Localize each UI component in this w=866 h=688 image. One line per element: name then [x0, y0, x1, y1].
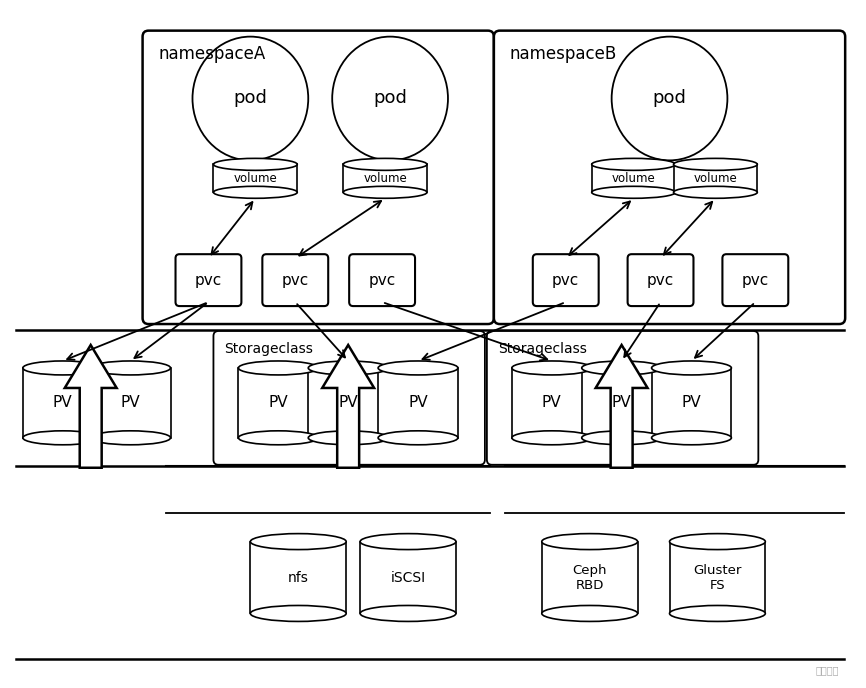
Text: Storageclass: Storageclass [224, 342, 313, 356]
FancyBboxPatch shape [143, 31, 494, 324]
Ellipse shape [308, 431, 388, 445]
Polygon shape [65, 345, 117, 468]
Bar [343, 164, 427, 193]
Polygon shape [322, 345, 374, 468]
Ellipse shape [360, 534, 456, 550]
Ellipse shape [23, 431, 103, 445]
Text: 创新互联: 创新互联 [816, 665, 839, 676]
Text: PV: PV [682, 396, 701, 410]
Text: pvc: pvc [368, 272, 396, 288]
Text: iSCSI: iSCSI [391, 570, 425, 585]
Polygon shape [596, 345, 648, 468]
Ellipse shape [542, 534, 637, 550]
Text: pod: pod [373, 89, 407, 107]
Text: pvc: pvc [741, 272, 769, 288]
Text: pod: pod [653, 89, 687, 107]
Ellipse shape [669, 534, 766, 550]
Ellipse shape [308, 361, 388, 375]
Text: pvc: pvc [195, 272, 222, 288]
Bar [308, 368, 388, 438]
Bar [669, 541, 766, 614]
Ellipse shape [91, 361, 171, 375]
FancyBboxPatch shape [494, 31, 845, 324]
FancyBboxPatch shape [533, 254, 598, 306]
Ellipse shape [238, 361, 318, 375]
Text: PV: PV [53, 396, 73, 410]
Ellipse shape [91, 431, 171, 445]
FancyBboxPatch shape [262, 254, 328, 306]
Ellipse shape [333, 36, 448, 160]
Text: pvc: pvc [281, 272, 309, 288]
Text: PV: PV [408, 396, 428, 410]
Ellipse shape [611, 36, 727, 160]
Bar [91, 368, 171, 438]
Ellipse shape [669, 605, 766, 621]
Text: namespaceB: namespaceB [510, 45, 617, 63]
Bar [512, 368, 591, 438]
FancyBboxPatch shape [176, 254, 242, 306]
Text: Gluster
FS: Gluster FS [694, 563, 741, 592]
Bar [591, 164, 675, 193]
Ellipse shape [591, 186, 675, 198]
Bar [378, 368, 458, 438]
FancyBboxPatch shape [213, 331, 485, 465]
Ellipse shape [213, 186, 297, 198]
Bar [250, 541, 346, 614]
Ellipse shape [343, 186, 427, 198]
Ellipse shape [674, 186, 758, 198]
Ellipse shape [512, 361, 591, 375]
Ellipse shape [582, 431, 662, 445]
Text: Storageclass: Storageclass [498, 342, 587, 356]
Ellipse shape [651, 431, 732, 445]
Text: volume: volume [234, 172, 277, 185]
Text: namespaceA: namespaceA [158, 45, 266, 63]
FancyBboxPatch shape [628, 254, 694, 306]
Ellipse shape [213, 158, 297, 171]
Text: PV: PV [339, 396, 358, 410]
Ellipse shape [674, 158, 758, 171]
Text: volume: volume [694, 172, 737, 185]
FancyBboxPatch shape [722, 254, 788, 306]
Bar [651, 368, 732, 438]
Ellipse shape [378, 431, 458, 445]
Ellipse shape [591, 158, 675, 171]
Ellipse shape [250, 605, 346, 621]
Ellipse shape [542, 605, 637, 621]
Ellipse shape [23, 361, 103, 375]
FancyBboxPatch shape [487, 331, 759, 465]
Text: PV: PV [611, 396, 631, 410]
Ellipse shape [238, 431, 318, 445]
Text: pvc: pvc [553, 272, 579, 288]
Text: PV: PV [268, 396, 288, 410]
Bar [213, 164, 297, 193]
Ellipse shape [512, 431, 591, 445]
Ellipse shape [192, 36, 308, 160]
Bar [542, 541, 637, 614]
Bar [360, 541, 456, 614]
Text: Ceph
RBD: Ceph RBD [572, 563, 607, 592]
Ellipse shape [360, 605, 456, 621]
Text: nfs: nfs [288, 570, 308, 585]
Bar [582, 368, 662, 438]
Text: pod: pod [234, 89, 268, 107]
Text: volume: volume [611, 172, 656, 185]
Ellipse shape [343, 158, 427, 171]
Ellipse shape [651, 361, 732, 375]
Text: volume: volume [363, 172, 407, 185]
Text: PV: PV [120, 396, 140, 410]
Text: PV: PV [542, 396, 561, 410]
Bar [238, 368, 318, 438]
Ellipse shape [378, 361, 458, 375]
Ellipse shape [582, 361, 662, 375]
Text: pvc: pvc [647, 272, 674, 288]
Bar [674, 164, 758, 193]
Bar [23, 368, 103, 438]
Ellipse shape [250, 534, 346, 550]
FancyBboxPatch shape [349, 254, 415, 306]
